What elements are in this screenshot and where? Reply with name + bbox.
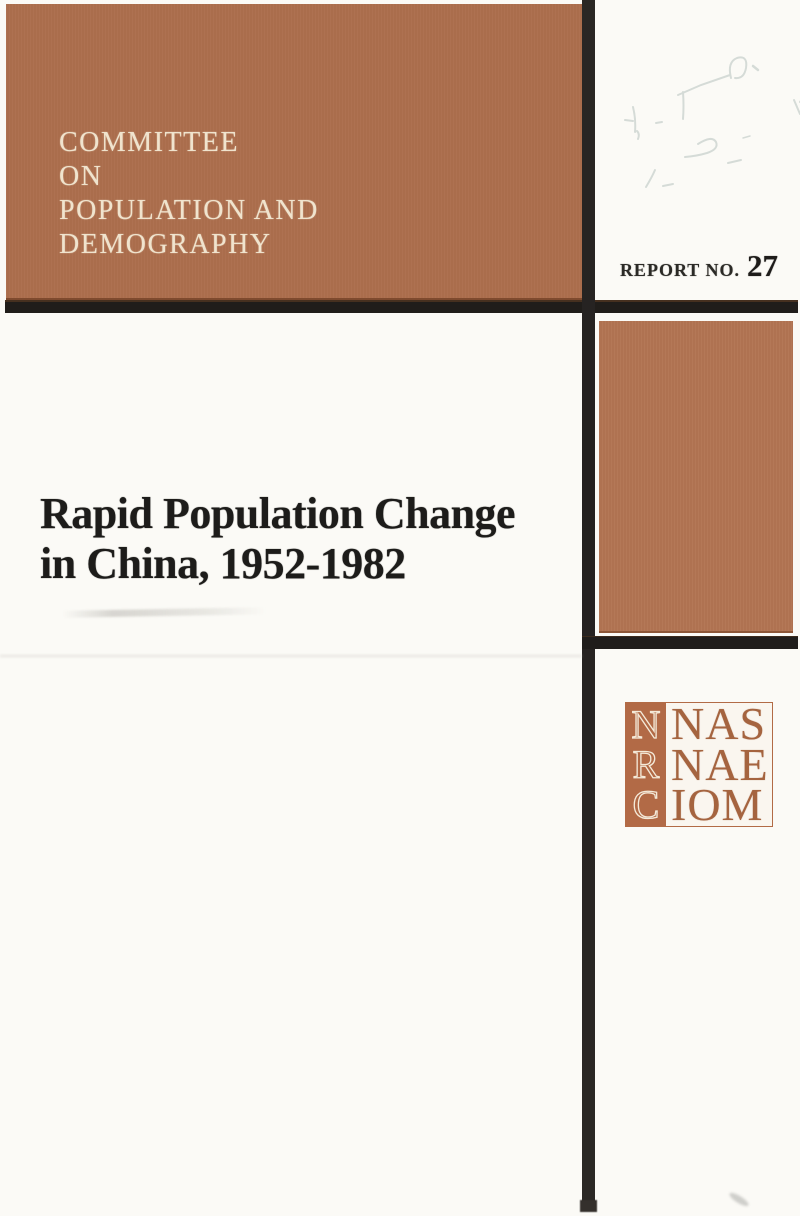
scan-smudge [61, 607, 268, 618]
scan-smudge-bottom [727, 1190, 751, 1209]
committee-line-3: POPULATION AND [59, 195, 319, 226]
vertical-rule-end [580, 1200, 597, 1212]
book-title: Rapid Population Change in China, 1952-1… [40, 489, 580, 589]
right-accent-block [599, 321, 793, 633]
book-title-line-2: in China, 1952-1982 [40, 539, 406, 588]
national-academies-logo: N R C NAS NAE IOM [625, 698, 773, 830]
report-label: REPORT NO. [619, 260, 740, 280]
committee-block: COMMITTEE ON POPULATION AND DEMOGRAPHY [6, 4, 584, 301]
org-nae: NAE [671, 738, 769, 790]
committee-line-4: DEMOGRAPHY [59, 229, 272, 260]
vertical-rule [582, 0, 595, 1210]
committee-name: COMMITTEE ON POPULATION AND DEMOGRAPHY [6, 4, 584, 262]
nrc-letter-c: C [632, 782, 660, 827]
scan-fold-line [0, 655, 582, 657]
committee-line-2: ON [59, 161, 103, 192]
report-number-row: REPORT NO. 27 [600, 248, 778, 284]
horizontal-rule-top [5, 300, 798, 313]
pencil-marks [624, 56, 800, 188]
org-iom: IOM [671, 779, 764, 830]
horizontal-rule-right [582, 636, 798, 649]
organizations-column: NAS NAE IOM [666, 698, 772, 830]
nrc-letter-r: R [632, 742, 660, 787]
org-nas: NAS [671, 698, 767, 749]
nrc-column: N R C [626, 703, 666, 826]
report-number: 27 [747, 248, 778, 283]
book-title-line-1: Rapid Population Change [40, 489, 516, 538]
nrc-letter-n: N [631, 702, 661, 747]
committee-line-1: COMMITTEE [59, 127, 239, 158]
